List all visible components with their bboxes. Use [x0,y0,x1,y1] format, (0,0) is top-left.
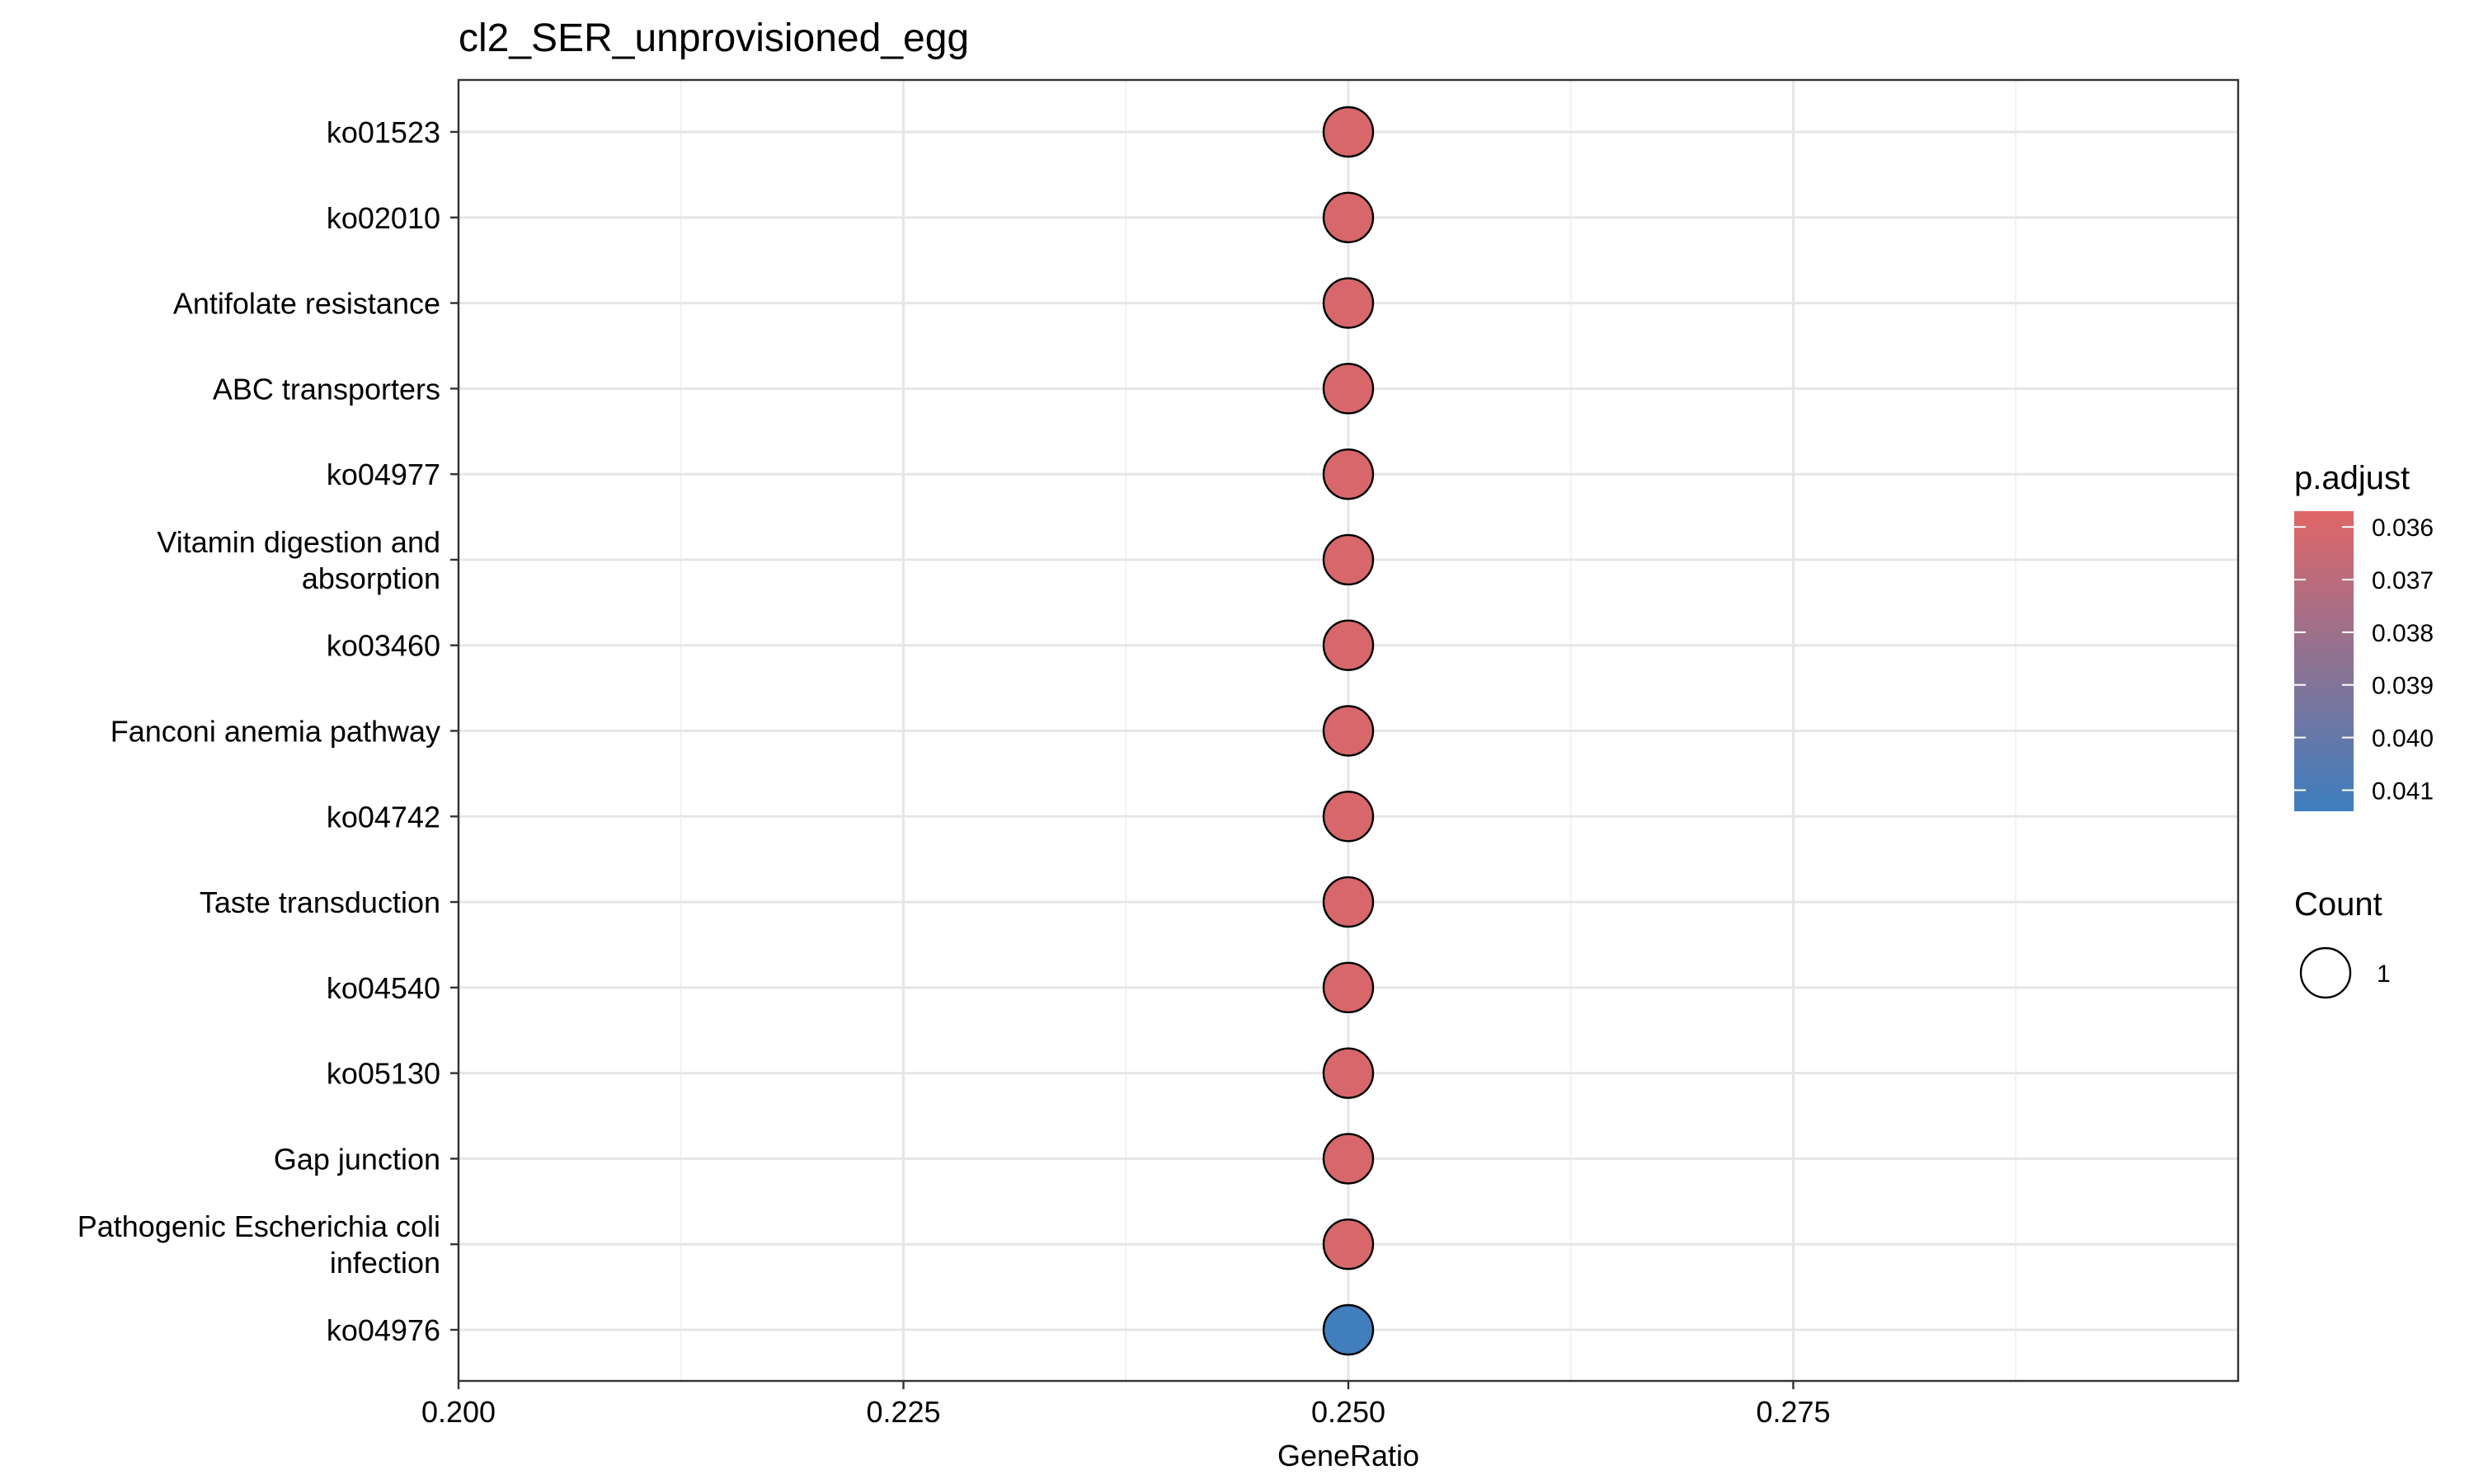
chart-title: cl2_SER_unprovisioned_egg [459,16,969,60]
y-tick-label: ko04540 [327,971,440,1005]
data-point [1322,1219,1375,1270]
y-tick-label: Vitamin digestion and absorption [157,525,440,595]
data-point [1322,191,1375,243]
color-bar-tick-label: 0.041 [2372,777,2434,805]
x-tick-label: 0.250 [1311,1395,1385,1429]
color-bar-tick-label: 0.040 [2372,726,2434,753]
x-axis-title: GeneRatio [1277,1439,1419,1472]
color-bar-tick-label: 0.036 [2372,514,2434,542]
size-legend-title: Count [2294,886,2382,923]
color-legend-title: p.adjust [2294,460,2410,496]
data-point [1322,1047,1375,1099]
y-tick-label: Gap junction [274,1142,440,1176]
data-point [1322,277,1375,329]
y-tick-label: ko04977 [327,458,440,491]
data-point [1322,961,1375,1014]
data-point [1322,619,1375,671]
y-tick-label: ko04976 [327,1313,440,1347]
data-point [1322,363,1375,415]
color-bar-ticks: 0.036 0.037 0.038 0.039 0.040 0.041 [2294,514,2434,805]
x-tick-label: 0.275 [1756,1395,1830,1429]
data-point [1322,106,1375,158]
data-point [1322,791,1375,843]
y-tick-label: ko05130 [327,1057,440,1091]
data-point [1322,1133,1375,1185]
y-tick-label: Taste transduction [200,885,440,919]
y-tick-label: ABC transporters [213,372,440,406]
color-bar-tick-label: 0.037 [2372,567,2434,594]
data-point [1322,533,1375,586]
y-tick-label: Antifolate resistance [173,287,440,321]
x-tick-label: 0.225 [866,1395,940,1429]
y-tick-label: Fanconi anemia pathway [111,715,440,749]
size-legend-symbol [2299,946,2352,999]
x-axis: 0.200 0.225 0.250 0.275 [421,1381,1831,1429]
y-tick-label: ko04742 [327,800,440,834]
color-bar-tick-label: 0.039 [2372,673,2434,700]
data-points [1322,106,1375,1356]
y-tick-label: ko03460 [327,629,440,663]
y-tick-label: ko01523 [327,115,440,149]
data-point [1322,876,1375,928]
legend: p.adjust 0.0360.0370.0380.0390.0400.041 … [2294,460,2434,999]
data-point [1322,448,1375,500]
color-bar [2294,511,2354,811]
data-point [1322,705,1375,757]
x-tick-label: 0.200 [421,1395,496,1429]
y-axis: ko01523 ko02010 Antifolate resistance ABC t… [78,115,459,1347]
data-point [1322,1303,1375,1356]
y-tick-label: ko02010 [327,201,440,235]
size-legend-label: 1 [2377,960,2391,988]
color-bar-tick-label: 0.038 [2372,620,2434,647]
y-tick-label: Pathogenic Escherichia coli infection [78,1209,440,1280]
